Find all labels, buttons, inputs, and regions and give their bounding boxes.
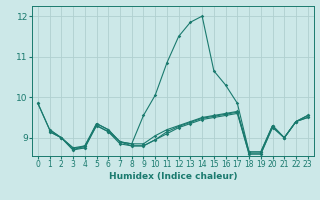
X-axis label: Humidex (Indice chaleur): Humidex (Indice chaleur) (108, 172, 237, 181)
